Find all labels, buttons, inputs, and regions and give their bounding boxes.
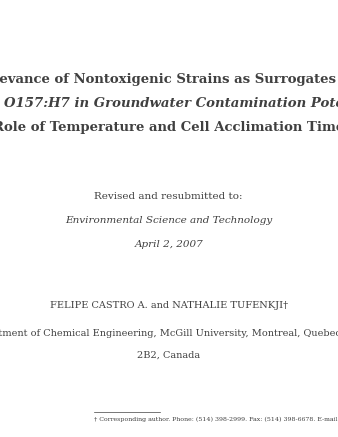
Text: † Corresponding author. Phone: (514) 398-2999. Fax: (514) 398-6678. E-mail: nath: † Corresponding author. Phone: (514) 398…	[94, 416, 338, 422]
Text: Department of Chemical Engineering, McGill University, Montreal, Quebec, H3A: Department of Chemical Engineering, McGi…	[0, 329, 338, 338]
Text: Role of Temperature and Cell Acclimation Time: Role of Temperature and Cell Acclimation…	[0, 121, 338, 134]
Text: FELIPE CASTRO A. and NATHALIE TUFENKJI†: FELIPE CASTRO A. and NATHALIE TUFENKJI†	[50, 301, 288, 310]
Text: Environmental Science and Technology: Environmental Science and Technology	[65, 216, 272, 225]
Text: Revised and resubmitted to:: Revised and resubmitted to:	[94, 192, 243, 201]
Text: Relevance of Nontoxigenic Strains as Surrogates for: Relevance of Nontoxigenic Strains as Sur…	[0, 73, 338, 86]
Text: April 2, 2007: April 2, 2007	[134, 240, 203, 249]
Text: E. coli O157:H7 in Groundwater Contamination Potential:: E. coli O157:H7 in Groundwater Contamina…	[0, 97, 338, 110]
Text: 2B2, Canada: 2B2, Canada	[137, 351, 200, 360]
